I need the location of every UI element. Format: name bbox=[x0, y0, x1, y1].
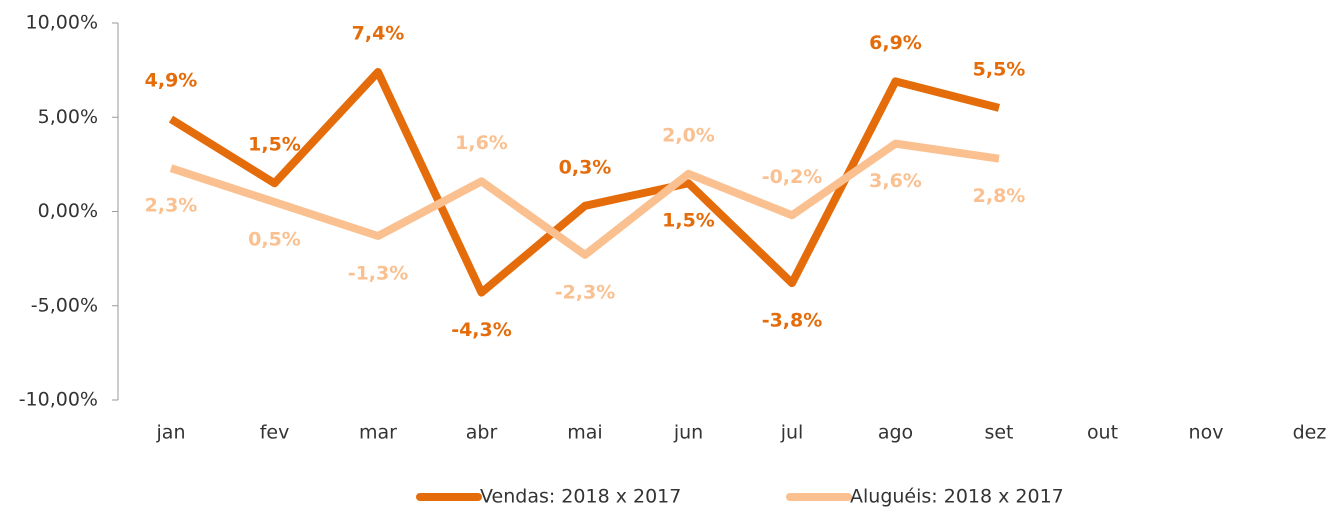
data-label: -4,3% bbox=[451, 319, 512, 341]
y-tick-label: 0,00% bbox=[38, 200, 98, 222]
x-tick-label: nov bbox=[1189, 422, 1224, 444]
data-label: -3,8% bbox=[762, 310, 823, 332]
data-label: 2,8% bbox=[973, 185, 1026, 207]
x-tick-label: dez bbox=[1293, 422, 1327, 444]
x-tick-label: jan bbox=[156, 422, 186, 444]
x-tick-label: abr bbox=[466, 422, 498, 444]
y-tick-label: 5,00% bbox=[38, 106, 98, 128]
data-label: 1,6% bbox=[455, 132, 508, 154]
x-tick-label: jul bbox=[780, 422, 804, 444]
series-line bbox=[168, 68, 1000, 297]
x-tick-label: out bbox=[1087, 422, 1118, 444]
data-label: 7,4% bbox=[352, 23, 405, 45]
data-label: -2,3% bbox=[555, 281, 616, 303]
data-label: 1,5% bbox=[248, 134, 301, 156]
x-tick-label: set bbox=[984, 422, 1013, 444]
data-label: -0,2% bbox=[762, 166, 823, 188]
data-label: 2,0% bbox=[662, 124, 715, 146]
data-label: 3,6% bbox=[869, 170, 922, 192]
data-label: 5,5% bbox=[973, 58, 1026, 80]
series-line bbox=[169, 139, 1000, 259]
legend-label: Aluguéis: 2018 x 2017 bbox=[850, 486, 1064, 508]
data-label: 2,3% bbox=[145, 195, 198, 217]
data-label: -1,3% bbox=[348, 263, 409, 285]
data-label: 0,3% bbox=[559, 156, 612, 178]
y-tick-label: -5,00% bbox=[31, 294, 98, 316]
y-tick-label: -10,00% bbox=[19, 389, 98, 411]
data-label: 4,9% bbox=[145, 70, 198, 92]
x-tick-label: fev bbox=[260, 422, 290, 444]
data-label: 1,5% bbox=[662, 210, 715, 232]
data-label: 0,5% bbox=[248, 229, 301, 251]
x-tick-label: mar bbox=[359, 422, 397, 444]
x-tick-label: mai bbox=[567, 422, 602, 444]
legend-label: Vendas: 2018 x 2017 bbox=[480, 486, 681, 508]
x-tick-label: ago bbox=[878, 422, 913, 444]
x-tick-label: jun bbox=[673, 422, 703, 444]
data-label: 6,9% bbox=[869, 32, 922, 54]
y-tick-label: 10,00% bbox=[26, 12, 98, 34]
